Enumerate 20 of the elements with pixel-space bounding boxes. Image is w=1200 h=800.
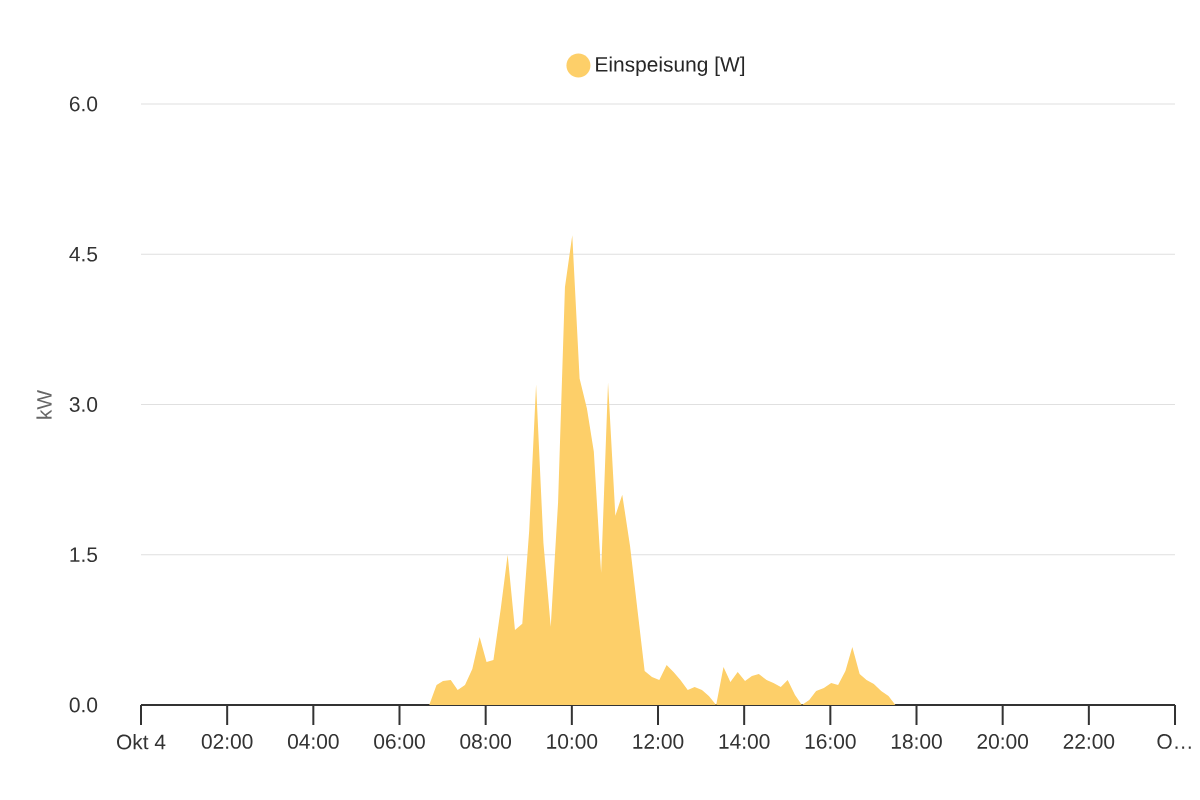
legend-label: Einspeisung [W] (596, 56, 745, 76)
y-axis-title: kW (36, 389, 52, 419)
x-tick-label: 12:00 (633, 734, 684, 749)
x-tick-label: 08:00 (460, 734, 512, 749)
y-tick-label: 1.5 (70, 547, 98, 563)
y-tick-label: 6.0 (69, 96, 98, 112)
x-tick-label: 04:00 (287, 734, 339, 749)
y-tick-label: 3.0 (69, 397, 98, 412)
y-tick-label: 4.5 (69, 246, 98, 262)
x-tick-label: 22:00 (1063, 734, 1115, 749)
x-tick-label: 18:00 (891, 734, 942, 749)
x-tick-label: 06:00 (374, 734, 425, 749)
y-tick-label: 0.0 (69, 697, 98, 713)
x-tick-label: 20:00 (977, 734, 1029, 749)
x-tick-label: 10:00 (547, 734, 598, 749)
x-tick-label: O… (1157, 734, 1191, 749)
x-tick-label: Okt 4 (117, 734, 166, 750)
x-tick-label: 14:00 (719, 734, 770, 749)
x-tick-label: 02:00 (201, 734, 253, 749)
x-tick-label: 16:00 (805, 734, 856, 749)
